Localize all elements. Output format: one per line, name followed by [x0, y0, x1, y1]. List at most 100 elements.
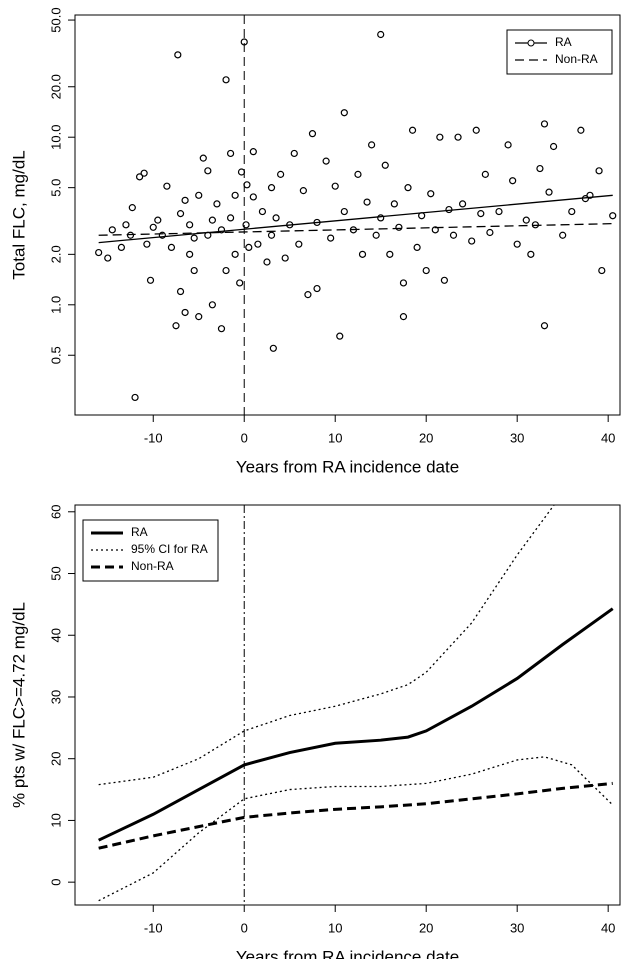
y-tick-label: 10 [48, 813, 63, 827]
data-point [436, 133, 444, 141]
x-tick-label: 0 [241, 920, 248, 935]
data-point [413, 243, 421, 252]
data-point [304, 291, 312, 299]
data-point [522, 216, 530, 224]
series-line [98, 756, 614, 902]
x-axis-label: Years from RA incidence date [236, 457, 459, 476]
data-point [472, 126, 480, 134]
data-point [249, 193, 257, 201]
x-tick-label: 10 [328, 430, 342, 445]
data-point [358, 250, 367, 258]
data-point [340, 207, 348, 216]
x-tick-label: -10 [144, 430, 163, 445]
x-tick-label: 40 [601, 920, 615, 935]
legend-box [506, 29, 613, 75]
data-point [486, 228, 494, 237]
plot-area [95, 15, 617, 415]
data-point [208, 301, 216, 309]
series-line [98, 607, 614, 842]
y-tick-label: 40 [48, 628, 63, 642]
data-point [122, 221, 130, 229]
data-point [181, 196, 189, 204]
data-point [146, 276, 155, 284]
y-axis-label: % pts w/ FLC>=4.72 mg/dL [9, 602, 28, 808]
data-point [195, 313, 203, 321]
legend-label: Non-RA [555, 52, 598, 66]
data-point [299, 187, 307, 195]
data-point [313, 284, 321, 293]
data-point [504, 141, 512, 149]
x-tick-label: 20 [419, 920, 433, 935]
x-tick-label: 30 [510, 920, 524, 935]
data-point [237, 168, 246, 176]
legend-label: RA [555, 35, 572, 49]
data-point [568, 207, 576, 216]
data-point [195, 191, 203, 199]
data-point [249, 148, 257, 156]
data-point [540, 120, 549, 128]
data-point [336, 332, 344, 340]
x-tick-label: 20 [419, 430, 433, 445]
data-point [477, 210, 485, 218]
data-point [226, 214, 235, 222]
data-point [281, 254, 289, 262]
data-point [217, 226, 226, 234]
y-tick-label: 30 [48, 690, 63, 704]
data-point [468, 237, 476, 245]
data-point [295, 240, 303, 248]
data-point [363, 198, 371, 206]
data-point [277, 170, 285, 178]
data-point [181, 308, 189, 317]
data-point [204, 167, 212, 175]
data-point [117, 243, 126, 252]
data-point [240, 38, 248, 46]
data-point [258, 207, 267, 216]
data-point [108, 226, 116, 234]
data-point [527, 250, 535, 258]
data-point [154, 216, 162, 224]
data-point [128, 204, 136, 212]
x-tick-label: -10 [144, 920, 163, 935]
data-point [131, 393, 139, 402]
data-point [381, 161, 389, 169]
y-tick-label: 50.0 [48, 7, 63, 32]
data-point [267, 231, 276, 239]
data-point [545, 188, 553, 196]
data-point [149, 223, 157, 231]
data-point [163, 182, 171, 190]
data-point [143, 240, 151, 248]
data-point [513, 240, 521, 248]
y-tick-label: 20.0 [48, 74, 63, 99]
data-point [135, 173, 144, 181]
data-point [595, 167, 603, 175]
data-point [386, 250, 394, 258]
data-point [231, 250, 239, 258]
data-point [536, 164, 544, 173]
y-axis-label: Total FLC, mg/dL [9, 150, 28, 279]
data-point [140, 169, 148, 177]
data-point [372, 231, 380, 239]
y-tick-label: 20 [48, 751, 63, 765]
y-tick-label: 2.0 [48, 245, 63, 263]
data-point [236, 279, 244, 287]
y-tick-label: 0 [48, 879, 63, 886]
data-point [408, 126, 417, 134]
data-point [577, 126, 585, 134]
y-tick-label: 5.0 [48, 179, 63, 197]
legend-label: RA [131, 525, 148, 539]
data-point [377, 214, 385, 222]
data-point [449, 231, 458, 239]
panel: -10 0 10 20 30 40 0.5 1.0 2.0 5.0 10.0 20.0 50.0 Year… [9, 7, 621, 476]
data-point [222, 76, 230, 84]
data-point [199, 154, 207, 162]
data-point [368, 141, 376, 149]
series-line [98, 222, 613, 236]
data-point [245, 243, 253, 252]
x-tick-label: 0 [241, 430, 248, 445]
data-point [190, 266, 198, 275]
data-point [481, 170, 489, 178]
plot-frame [74, 14, 621, 416]
data-point [331, 182, 339, 190]
data-point [354, 170, 362, 178]
